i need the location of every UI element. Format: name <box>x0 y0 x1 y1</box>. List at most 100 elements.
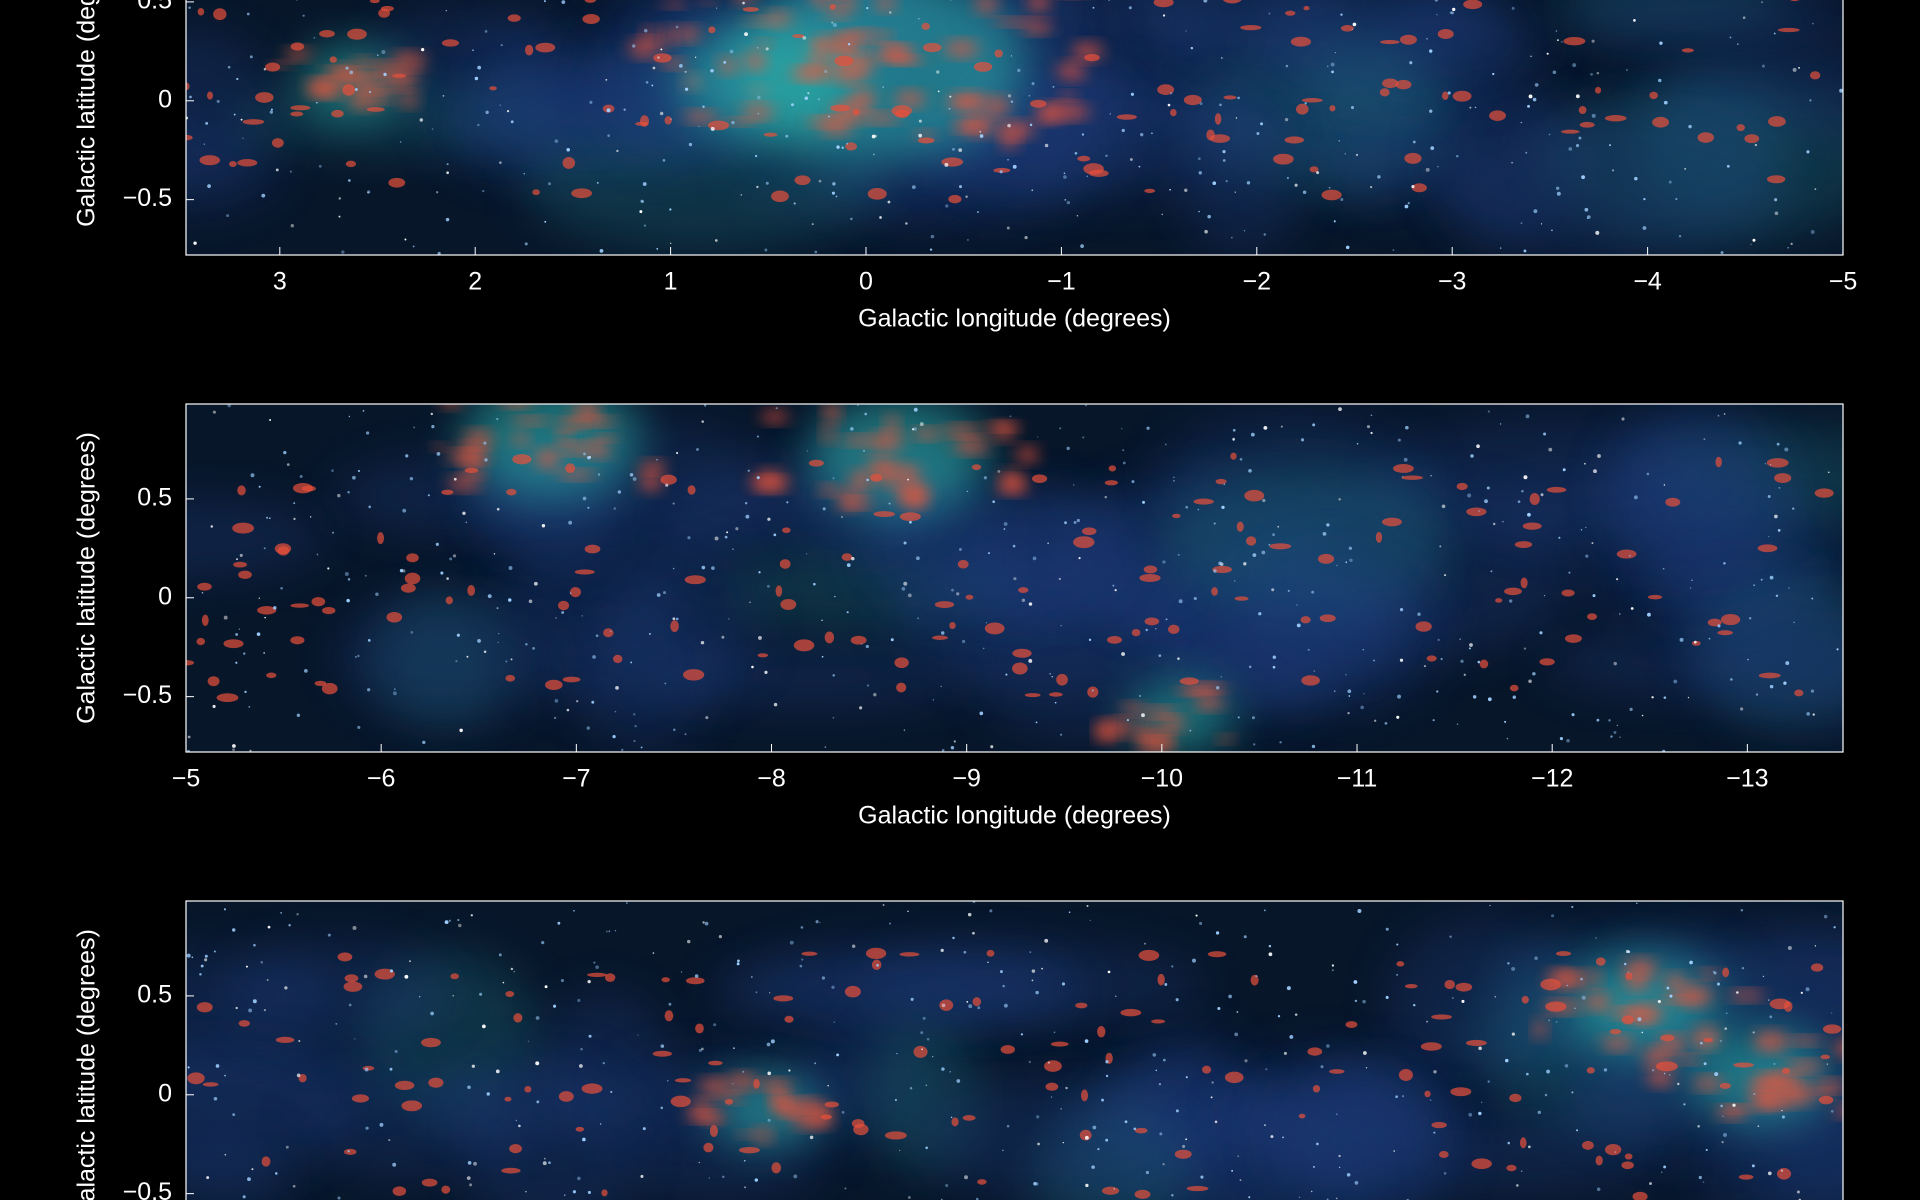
dust-clump <box>948 194 962 204</box>
x-tick-label: 1 <box>664 268 678 296</box>
star <box>437 251 441 255</box>
dust-clump <box>640 115 649 127</box>
star <box>1234 191 1237 193</box>
nebula-haze <box>225 941 451 1050</box>
nebula-haze <box>1570 0 1843 57</box>
dust-clump <box>674 1078 692 1083</box>
star <box>1271 588 1275 592</box>
star <box>1294 183 1298 187</box>
star <box>764 248 768 252</box>
star <box>764 670 768 675</box>
star <box>1010 55 1013 57</box>
dust-clump <box>290 603 309 608</box>
star <box>1037 1142 1040 1146</box>
star <box>1702 1181 1705 1183</box>
dust-clump <box>196 637 206 646</box>
star <box>1669 1074 1671 1076</box>
star <box>1732 1103 1736 1107</box>
star <box>1302 190 1307 195</box>
star <box>1268 543 1271 546</box>
dust-clump <box>1048 692 1063 697</box>
dust-clump <box>187 1072 205 1085</box>
star <box>1050 1096 1053 1098</box>
star <box>1268 944 1272 948</box>
star <box>1344 153 1346 155</box>
star <box>633 740 636 743</box>
dust-clump <box>899 952 920 957</box>
star <box>1029 951 1032 954</box>
star <box>296 713 301 717</box>
x-tick-label: −5 <box>1829 268 1858 296</box>
dust-clump <box>1236 521 1244 532</box>
star <box>1532 97 1537 102</box>
star <box>302 14 305 17</box>
dust-clump <box>504 1096 512 1102</box>
star <box>999 170 1003 174</box>
star <box>1377 175 1381 179</box>
dust-clump <box>1585 971 1601 985</box>
star <box>1575 94 1580 99</box>
star <box>263 1009 266 1012</box>
star <box>189 95 192 99</box>
star <box>1736 991 1739 994</box>
star <box>260 961 263 964</box>
star <box>1629 707 1633 711</box>
star <box>1469 106 1472 109</box>
star <box>864 412 867 416</box>
star <box>972 931 975 935</box>
star <box>1596 718 1600 722</box>
star <box>1774 514 1778 519</box>
star <box>1122 461 1126 465</box>
dust-clump <box>962 1115 976 1121</box>
star <box>409 476 414 481</box>
dust-clump <box>1182 683 1218 692</box>
dust-clump <box>1605 1144 1622 1156</box>
star <box>640 1174 644 1178</box>
star <box>275 1172 278 1175</box>
star <box>466 1176 471 1180</box>
star <box>801 958 804 961</box>
star <box>1532 672 1536 676</box>
star <box>1723 562 1726 565</box>
star <box>186 953 191 958</box>
nebula-haze <box>186 1041 403 1111</box>
star <box>1470 454 1474 458</box>
star <box>569 592 572 595</box>
star <box>1222 150 1226 154</box>
dust-clump <box>571 188 593 199</box>
star <box>1456 723 1459 726</box>
dust-clump <box>1395 79 1412 90</box>
dust-clump <box>1697 132 1714 143</box>
star <box>1396 715 1400 719</box>
dust-clump <box>1681 48 1694 53</box>
star <box>1634 176 1638 181</box>
star <box>1243 935 1247 939</box>
star <box>1564 1064 1569 1068</box>
star <box>846 142 849 145</box>
star <box>687 536 691 540</box>
dust-clump <box>1754 1032 1788 1051</box>
x-tick-label: −5 <box>172 765 201 793</box>
dust-clump <box>558 443 594 454</box>
dust-clump <box>917 137 935 144</box>
star <box>1253 743 1256 746</box>
star <box>756 435 759 438</box>
dust-clump <box>973 61 993 72</box>
star <box>365 1126 369 1130</box>
star <box>732 1047 735 1050</box>
star <box>1730 678 1733 681</box>
dust-clump <box>1044 1060 1062 1072</box>
nebula-haze <box>339 594 559 720</box>
dust-clump <box>819 485 840 495</box>
dust-clump <box>394 1080 415 1091</box>
star <box>941 748 945 752</box>
star <box>1469 643 1473 647</box>
dust-clump <box>242 119 265 125</box>
dust-clump <box>1303 5 1310 11</box>
dust-clump <box>1623 1005 1664 1019</box>
star <box>224 1153 227 1156</box>
star <box>1703 1062 1707 1066</box>
star <box>1164 443 1167 446</box>
dust-clump <box>921 22 930 30</box>
star <box>1784 447 1789 452</box>
